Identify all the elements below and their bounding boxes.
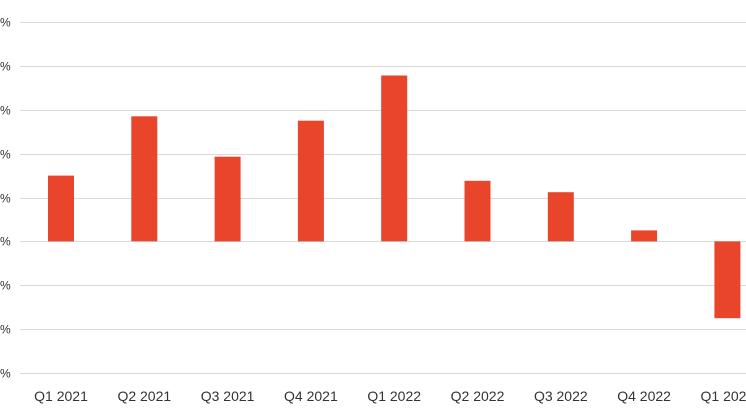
y-tick-label: %	[0, 16, 11, 30]
y-axis-ticks: %%%%%%%%%	[0, 16, 11, 381]
x-tick-label: Q1 2022	[367, 388, 421, 404]
y-tick-label: %	[0, 279, 11, 293]
y-tick-label: %	[0, 104, 11, 118]
bar	[381, 75, 408, 242]
y-tick-label: %	[0, 367, 11, 381]
x-tick-label: Q3 2022	[534, 388, 588, 404]
bar	[48, 175, 74, 242]
x-tick-label: Q2 2021	[117, 388, 171, 404]
bars	[48, 75, 741, 319]
y-tick-label: %	[0, 323, 11, 337]
x-tick-label: Q3 2021	[201, 388, 255, 404]
bar	[131, 116, 158, 242]
y-tick-label: %	[0, 148, 11, 162]
x-tick-label: Q2 2022	[451, 388, 505, 404]
x-tick-label: Q4 2022	[617, 388, 671, 404]
x-tick-label: Q1 2021	[34, 388, 88, 404]
bar	[714, 241, 741, 319]
y-tick-label: %	[0, 60, 11, 74]
y-tick-label: %	[0, 235, 11, 249]
x-tick-label: Q4 2021	[284, 388, 338, 404]
bar	[297, 120, 324, 242]
x-axis-ticks: Q1 2021 Q2 2021 Q3 2021 Q4 2021 Q1 2022 Q2 20…	[34, 388, 746, 404]
bar	[214, 156, 241, 242]
bar	[547, 192, 574, 242]
y-tick-label: %	[0, 192, 11, 206]
bar	[631, 230, 658, 242]
bar	[464, 180, 491, 242]
x-tick-label: Q1 2023	[701, 388, 746, 404]
